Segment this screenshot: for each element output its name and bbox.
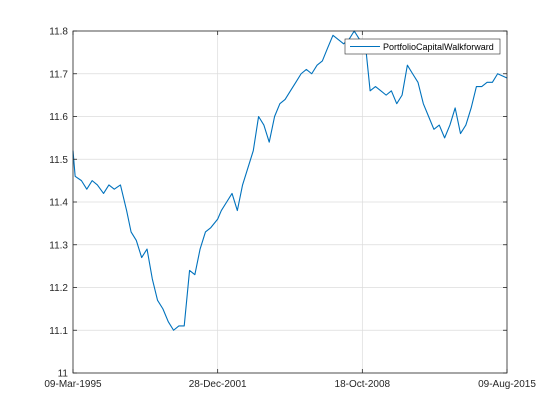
y-tick-label: 11 <box>58 369 69 380</box>
y-tick-label: 11.5 <box>49 155 68 166</box>
x-tick-label: 09-Aug-2015 <box>478 379 536 390</box>
y-tick-label: 11.1 <box>49 326 68 337</box>
y-tick-label: 11.8 <box>49 27 68 38</box>
x-tick-label: 28-Dec-2001 <box>189 379 247 390</box>
x-tick-labels: 09-Mar-1995 28-Dec-2001 18-Oct-2008 09-Aug-… <box>44 379 536 390</box>
y-tick-label: 11.3 <box>49 240 68 251</box>
legend-box <box>344 38 501 55</box>
legend-entry-label: PortfolioCapitalWalkforward <box>383 42 494 52</box>
series-layer <box>72 30 508 331</box>
x-tick-label: 18-Oct-2008 <box>335 379 391 390</box>
y-tick-label: 11.4 <box>49 198 68 209</box>
y-tick-label: 11.7 <box>49 69 68 80</box>
y-tick-label: 11.6 <box>49 112 68 123</box>
y-tick-label: 11.2 <box>49 283 68 294</box>
tick-marks <box>72 30 508 374</box>
x-tick-label: 09-Mar-1995 <box>44 379 102 390</box>
series-line-0 <box>72 30 508 331</box>
y-tick-labels: 11 11.1 11.2 11.3 11.4 11.5 11.6 11.7 11.8 <box>49 27 68 380</box>
legend: PortfolioCapitalWalkforward <box>344 38 501 55</box>
